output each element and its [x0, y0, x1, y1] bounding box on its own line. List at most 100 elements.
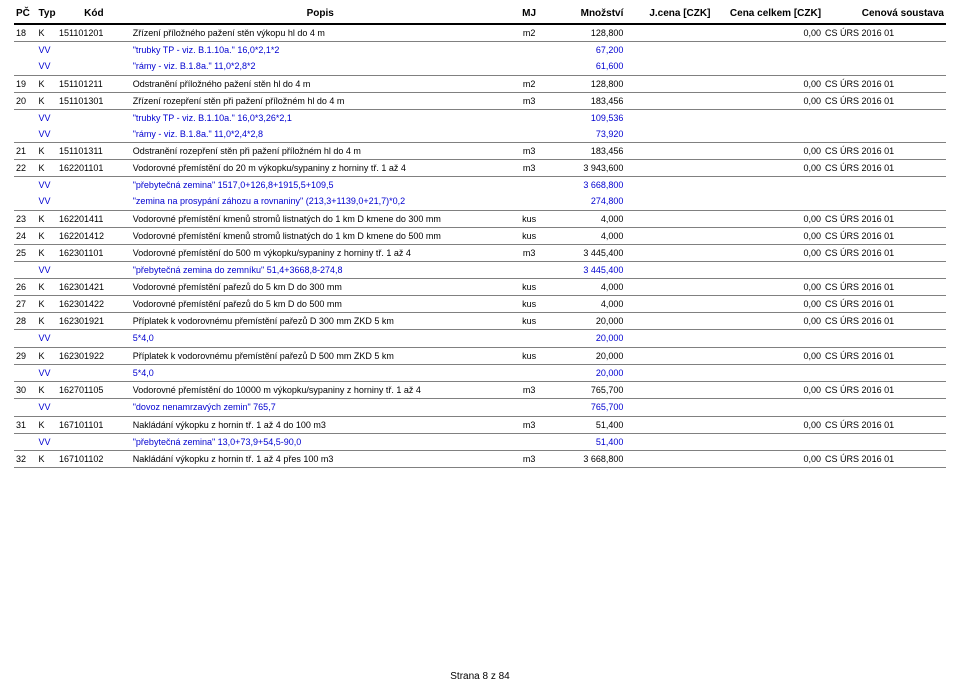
- cell-soustava: CS ÚRS 2016 01: [823, 244, 946, 261]
- cell-popis: Vodorovné přemístění do 20 m výkopku/syp…: [131, 160, 510, 177]
- table-row: 27K162301422Vodorovné přemístění pařezů …: [14, 296, 946, 313]
- col-celkem: Cena celkem [CZK]: [712, 4, 823, 24]
- cell-pc: 24: [14, 227, 37, 244]
- cell-mnozstvi: 4,000: [549, 279, 626, 296]
- cell-popis: "dovoz nenamrzavých zemin" 765,7: [131, 399, 510, 416]
- cell-mj: kus: [510, 210, 549, 227]
- cell-popis: Vodorovné přemístění pařezů do 5 km D do…: [131, 279, 510, 296]
- table-row: 19K151101211Odstranění příložného pažení…: [14, 75, 946, 92]
- cell-pc: 20: [14, 92, 37, 109]
- table-row: 22K162201101Vodorovné přemístění do 20 m…: [14, 160, 946, 177]
- cell-soustava: CS ÚRS 2016 01: [823, 75, 946, 92]
- cell-typ: K: [37, 92, 57, 109]
- cost-table: PČ Typ Kód Popis MJ Množství J.cena [CZK…: [14, 4, 946, 468]
- cell-typ: K: [37, 160, 57, 177]
- cell-jcena: [625, 75, 712, 92]
- cell-kod: 162301921: [57, 313, 131, 330]
- cell-mnozstvi: 765,700: [549, 399, 626, 416]
- cell-celkem: 0,00: [712, 451, 823, 468]
- cell-mj: m3: [510, 143, 549, 160]
- cell-mj: m3: [510, 244, 549, 261]
- cell-mnozstvi: 4,000: [549, 296, 626, 313]
- cell-jcena: [625, 296, 712, 313]
- table-row: 24K162201412Vodorovné přemístění kmenů s…: [14, 227, 946, 244]
- cell-mnozstvi: 4,000: [549, 210, 626, 227]
- cell-soustava: CS ÚRS 2016 01: [823, 382, 946, 399]
- cell-celkem: 0,00: [712, 24, 823, 42]
- cell-pc: 30: [14, 382, 37, 399]
- cell-pc: 29: [14, 347, 37, 364]
- cell-mnozstvi: 3 445,400: [549, 261, 626, 278]
- cell-popis: Příplatek k vodorovnému přemístění pařez…: [131, 313, 510, 330]
- cell-mnozstvi: 128,800: [549, 75, 626, 92]
- cell-jcena: [625, 160, 712, 177]
- cell-typ: K: [37, 244, 57, 261]
- cell-celkem: 0,00: [712, 382, 823, 399]
- cell-jcena: [625, 451, 712, 468]
- cell-jcena: [625, 24, 712, 42]
- cell-mj: kus: [510, 279, 549, 296]
- cell-typ: K: [37, 210, 57, 227]
- cell-celkem: 0,00: [712, 210, 823, 227]
- cell-mj: m3: [510, 160, 549, 177]
- cell-soustava: CS ÚRS 2016 01: [823, 296, 946, 313]
- col-mj: MJ: [510, 4, 549, 24]
- cell-jcena: [625, 416, 712, 433]
- cell-jcena: [625, 313, 712, 330]
- vv-label: VV: [37, 330, 57, 347]
- cell-typ: K: [37, 227, 57, 244]
- cell-mnozstvi: 20,000: [549, 313, 626, 330]
- cell-soustava: CS ÚRS 2016 01: [823, 279, 946, 296]
- vv-label: VV: [37, 126, 57, 142]
- table-header-row: PČ Typ Kód Popis MJ Množství J.cena [CZK…: [14, 4, 946, 24]
- cell-popis: "přebytečná zemina" 1517,0+126,8+1915,5+…: [131, 177, 510, 194]
- col-typ: Typ: [37, 4, 57, 24]
- cell-pc: 26: [14, 279, 37, 296]
- cell-popis: Odstranění příložného pažení stěn hl do …: [131, 75, 510, 92]
- cell-soustava: CS ÚRS 2016 01: [823, 210, 946, 227]
- cell-mnozstvi: 3 668,800: [549, 177, 626, 194]
- cell-kod: 167101102: [57, 451, 131, 468]
- col-popis: Popis: [131, 4, 510, 24]
- cell-jcena: [625, 382, 712, 399]
- col-jcena: J.cena [CZK]: [625, 4, 712, 24]
- table-row: 26K162301421Vodorovné přemístění pařezů …: [14, 279, 946, 296]
- cell-popis: Vodorovné přemístění pařezů do 5 km D do…: [131, 296, 510, 313]
- cell-mnozstvi: 51,400: [549, 416, 626, 433]
- cell-mj: m3: [510, 382, 549, 399]
- table-row: 32K167101102Nakládání výkopku z hornin t…: [14, 451, 946, 468]
- cell-celkem: 0,00: [712, 143, 823, 160]
- cell-popis: "rámy - viz. B.1.8a." 11,0*2,4*2,8: [131, 126, 510, 142]
- cell-soustava: CS ÚRS 2016 01: [823, 227, 946, 244]
- table-row: 21K151101311Odstranění rozepření stěn př…: [14, 143, 946, 160]
- cell-mnozstvi: 183,456: [549, 143, 626, 160]
- cell-popis: Vodorovné přemístění do 500 m výkopku/sy…: [131, 244, 510, 261]
- cell-soustava: CS ÚRS 2016 01: [823, 24, 946, 42]
- cell-celkem: 0,00: [712, 227, 823, 244]
- cell-popis: Vodorovné přemístění do 10000 m výkopku/…: [131, 382, 510, 399]
- cell-kod: 151101211: [57, 75, 131, 92]
- table-row: 18K151101201Zřízení příložného pažení st…: [14, 24, 946, 42]
- cell-mnozstvi: 20,000: [549, 347, 626, 364]
- cell-soustava: CS ÚRS 2016 01: [823, 143, 946, 160]
- cell-mnozstvi: 128,800: [549, 24, 626, 42]
- cell-typ: K: [37, 143, 57, 160]
- page: PČ Typ Kód Popis MJ Množství J.cena [CZK…: [0, 0, 960, 688]
- cell-popis: "přebytečná zemina do zemníku" 51,4+3668…: [131, 261, 510, 278]
- page-footer: Strana 8 z 84: [0, 671, 960, 682]
- cell-mnozstvi: 274,800: [549, 193, 626, 209]
- cell-mnozstvi: 3 668,800: [549, 451, 626, 468]
- cell-popis: Nakládání výkopku z hornin tř. 1 až 4 př…: [131, 451, 510, 468]
- calc-row: VV"přebytečná zemina do zemníku" 51,4+36…: [14, 261, 946, 278]
- cell-typ: K: [37, 347, 57, 364]
- cell-popis: Zřízení příložného pažení stěn výkopu hl…: [131, 24, 510, 42]
- calc-row: VV5*4,020,000: [14, 330, 946, 347]
- cell-typ: K: [37, 416, 57, 433]
- col-mnozstvi: Množství: [549, 4, 626, 24]
- cell-soustava: CS ÚRS 2016 01: [823, 416, 946, 433]
- cell-popis: Vodorovné přemístění kmenů stromů listna…: [131, 210, 510, 227]
- table-row: 20K151101301Zřízení rozepření stěn při p…: [14, 92, 946, 109]
- cell-kod: 162301422: [57, 296, 131, 313]
- cell-typ: K: [37, 75, 57, 92]
- cell-typ: K: [37, 24, 57, 42]
